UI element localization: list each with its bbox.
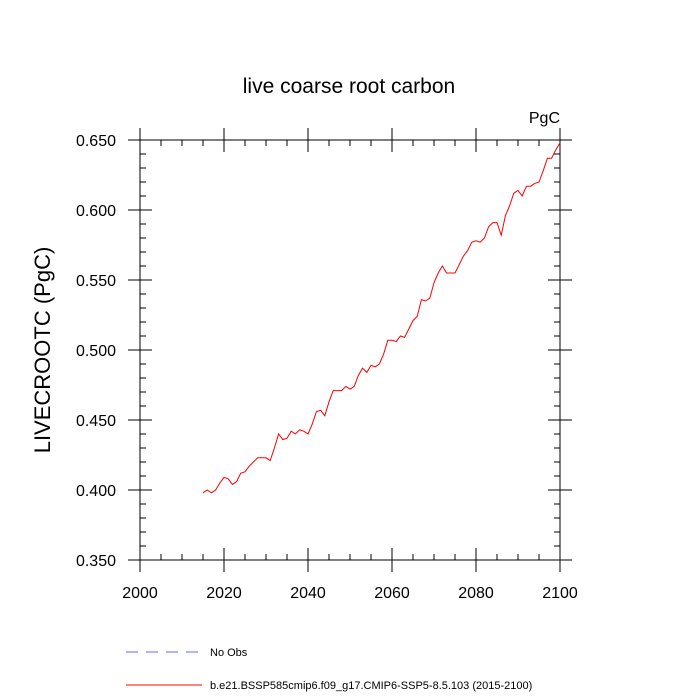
series-line-0 [202,142,561,494]
legend-label-no-obs: No Obs [210,647,248,659]
units-label: PgC [529,110,560,127]
y-tick-label: 0.400 [76,483,116,500]
y-tick-label: 0.550 [76,273,116,290]
x-tick-label: 2040 [290,585,326,602]
legend-label-simulation: b.e21.BSSP585cmip6.f09_g17.CMIP6-SSP5-8.… [210,680,532,692]
y-axis-label: LIVECROOTC (PgC) [30,247,55,454]
x-tick-label: 2060 [374,585,410,602]
y-tick-label: 0.600 [76,203,116,220]
y-tick-label: 0.650 [76,133,116,150]
x-tick-label: 2100 [542,585,578,602]
x-tick-label: 2000 [122,585,158,602]
y-tick-label: 0.450 [76,413,116,430]
plot-frame [139,139,561,561]
plot-area: 2000 2020 2040 2060 2080 2100 0.350 0.400 0.450 0… [76,128,578,602]
chart-title: live coarse root carbon [243,75,455,98]
x-tick-label: 2080 [458,585,494,602]
y-tick-label: 0.350 [76,553,116,570]
y-tick-label: 0.500 [76,343,116,360]
x-tick-label: 2020 [206,585,242,602]
legend: No Obs b.e21.BSSP585cmip6.f09_g17.CMIP6-… [126,647,532,692]
